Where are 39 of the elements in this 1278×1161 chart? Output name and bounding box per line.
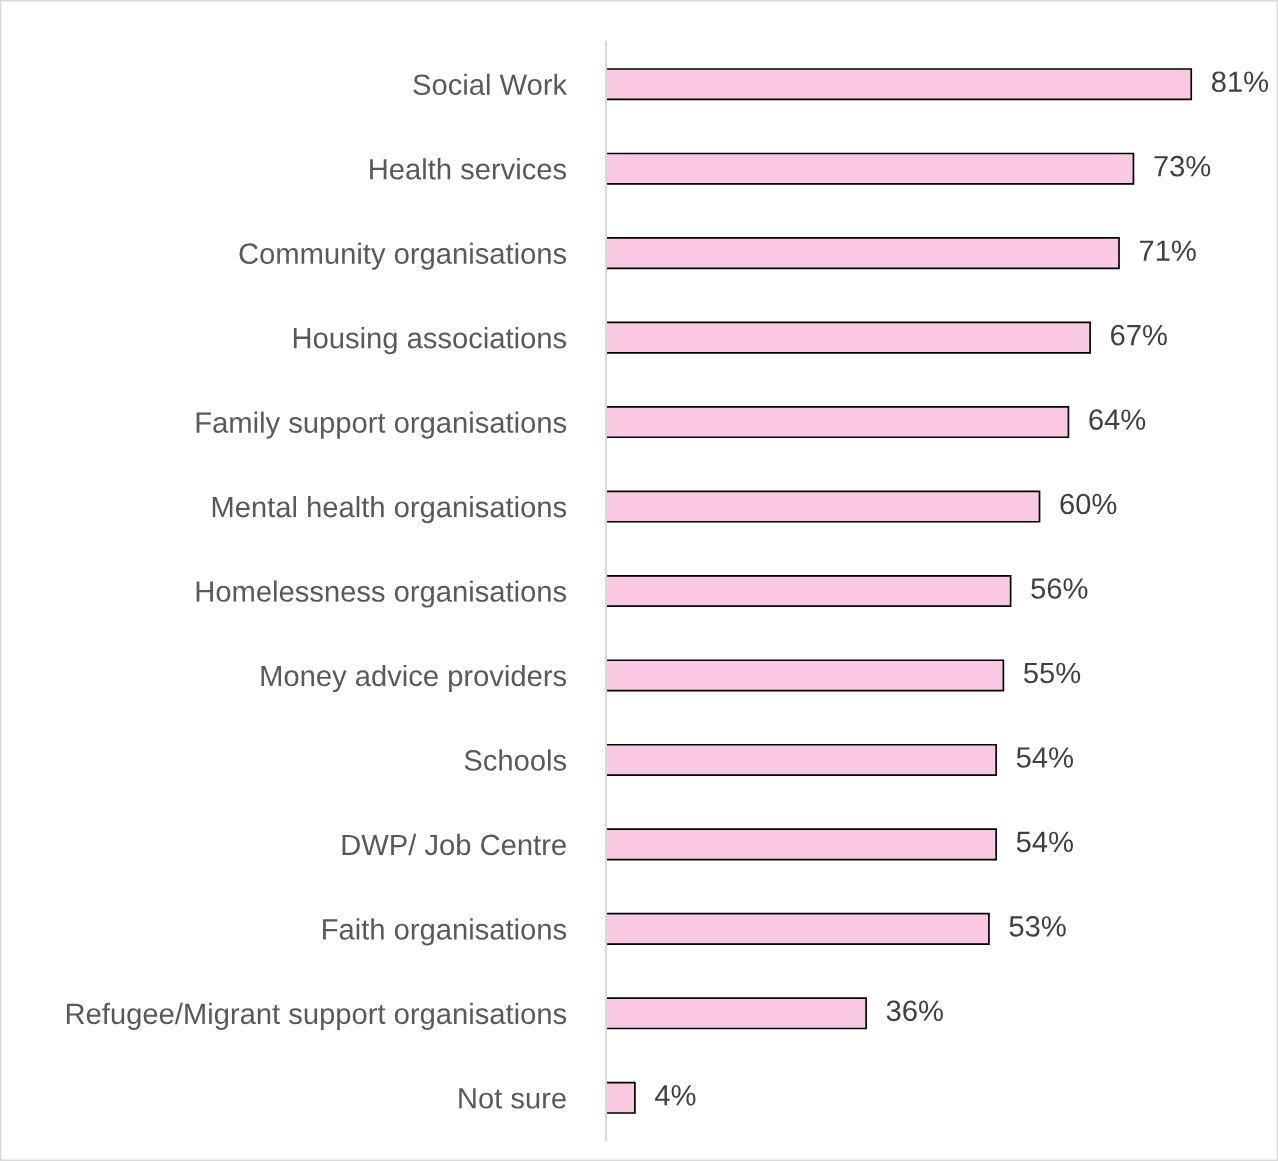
data-label: 36% [886,1000,943,1022]
bar [606,68,1193,101]
bar [606,828,998,861]
data-label: 64% [1089,409,1146,430]
data-label: 53% [1009,916,1066,937]
y-tick-label: Not sure [459,1088,566,1109]
bar [606,1081,636,1114]
bar [606,743,998,776]
bar [606,406,1070,439]
y-tick-label: Faith organisations [323,918,567,946]
y-tick-label: Housing associations [293,327,567,355]
bar [606,574,1012,608]
data-label: 4% [655,1085,696,1106]
y-tick-label: Money advice providers [261,664,567,693]
data-label: 71% [1139,240,1196,261]
y-tick-label: DWP/ Job Centre [342,833,566,856]
y-tick-label: Community organisations [239,242,567,270]
bar [606,659,1005,692]
bar [606,152,1135,185]
bar [606,321,1091,354]
data-label: 54% [1016,831,1073,853]
bar [606,997,867,1030]
y-tick-label: Family support organisations [196,411,567,439]
data-label: 55% [1024,662,1081,684]
bar [606,912,990,945]
data-label: 73% [1154,155,1211,177]
data-label: 81% [1211,71,1269,93]
y-tick-label: Refugee/Migrant support organisations [66,1002,567,1030]
y-tick-label: Health services [370,158,567,180]
y-tick-label: Mental health organisations [212,495,567,524]
data-label: 60% [1060,493,1117,515]
y-tick-label: Homelessness organisations [196,580,567,608]
y-tick-label: Social Work [413,73,568,96]
data-label: 67% [1111,324,1167,346]
y-tick-label: Schools [464,749,567,771]
bar [606,237,1120,270]
bar [606,490,1041,523]
data-label: 56% [1031,578,1088,599]
data-label: 54% [1016,747,1073,768]
